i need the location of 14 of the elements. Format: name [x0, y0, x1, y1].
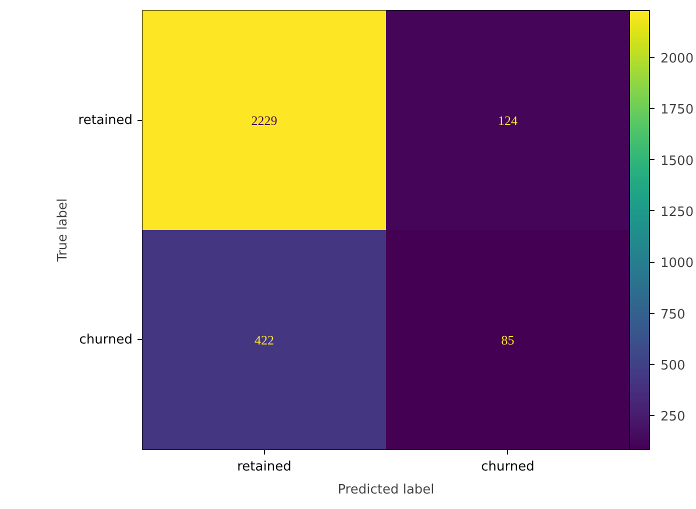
data-label: 124: [498, 112, 518, 128]
x-axis-title: Predicted label: [338, 482, 434, 498]
color-bar-label: 750: [660, 307, 686, 322]
color-bar-label: 250: [660, 410, 686, 425]
color-bar-label: 1750: [660, 102, 694, 118]
color-bar-label: 1250: [660, 204, 694, 220]
color-bar-label: 2000: [660, 51, 694, 66]
color-bar-label: 1000: [660, 256, 694, 272]
data-label: 2229: [251, 112, 278, 128]
color-bar-label: 500: [660, 358, 686, 374]
color-bar-label: 1500: [660, 154, 694, 169]
data-label: 422: [254, 332, 274, 348]
y-axis-title: True label: [55, 198, 70, 263]
data-label: 85: [501, 332, 514, 348]
